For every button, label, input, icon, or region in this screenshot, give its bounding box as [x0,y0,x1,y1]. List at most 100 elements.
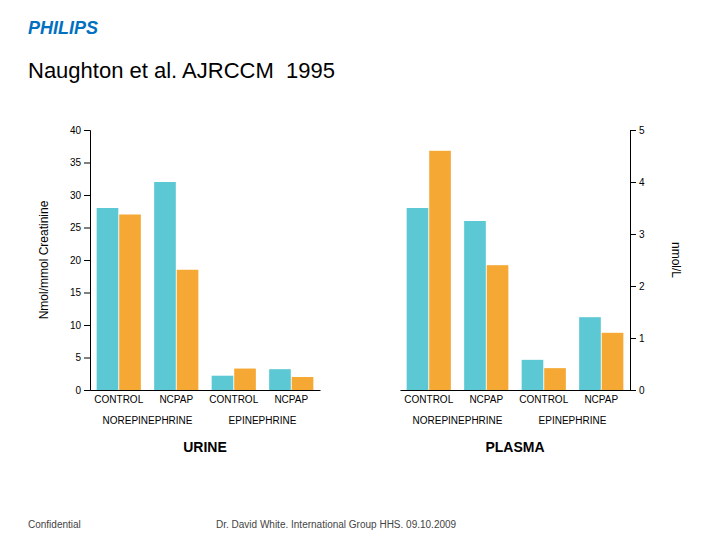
y-tick-label: 3 [639,229,645,240]
x-tick: NCPAP [274,390,308,405]
footer-text: Confidential [28,519,81,530]
y-tick: 3 [630,229,645,240]
bar [579,317,601,390]
y-tick-label: 25 [70,222,82,233]
group-label: NOREPINEPHRINE [412,415,502,426]
y-tick: 5 [630,125,645,136]
y-tick: 4 [630,177,645,188]
y-tick-mark [630,390,636,391]
y-tick-mark [84,228,90,229]
y-tick: 10 [70,320,90,331]
x-tick-label: CONTROL [519,394,568,405]
bar [602,333,624,390]
y-axis: 0 1 2 3 4 5 [630,125,645,396]
y-tick: 5 [75,352,90,363]
y-tick-mark [84,195,90,196]
y-axis-title: Nmol/mmol Creatinine [37,200,51,319]
y-tick-mark [630,182,636,183]
y-tick-label: 15 [70,287,82,298]
x-tick: NCPAP [584,390,618,405]
x-tick: NCPAP [469,390,503,405]
x-axis-line [91,390,321,391]
figure: PHILIPS Naughton et al. AJRCCM 1995 Confid… [0,0,720,540]
x-axis: CONTROL NCPAP CONTROL NCPAP [91,390,321,405]
chart: CONTROL NCPAP CONTROL NCPAP 0 1 2 3 4 5 NOREPINEPH… [401,125,684,455]
y-tick-label: 10 [70,320,82,331]
bar [464,221,486,390]
y-tick: 25 [70,222,90,233]
y-tick-mark [84,130,90,131]
y-tick-mark [630,338,636,339]
x-tick: NCPAP [159,390,193,405]
bars [97,182,314,390]
y-tick-label: 40 [70,125,82,136]
x-tick-label: CONTROL [404,394,453,405]
x-tick-label: CONTROL [94,394,143,405]
x-tick: CONTROL [519,390,568,405]
y-tick-label: 0 [639,385,645,396]
y-tick-label: 1 [639,333,645,344]
x-tick: CONTROL [404,390,453,405]
x-tick: CONTROL [94,390,143,405]
y-tick-mark [84,163,90,164]
bar [292,377,314,390]
x-tick-label: NCPAP [469,394,503,405]
x-axis-title: URINE [183,439,227,455]
y-tick-label: 2 [639,281,645,292]
y-tick: 1 [630,333,645,344]
y-tick-mark [84,293,90,294]
y-tick-label: 35 [70,157,82,168]
x-tick-label: CONTROL [209,394,258,405]
x-tick-label: NCPAP [584,394,618,405]
bar [544,368,566,390]
bar [487,265,509,390]
x-tick: CONTROL [209,390,258,405]
x-tick-label: NCPAP [159,394,193,405]
title: Naughton et al. AJRCCM 1995 [28,58,335,83]
y-tick-label: 0 [75,385,81,396]
group-label: NOREPINEPHRINE [102,415,192,426]
y-tick-label: 5 [75,352,81,363]
y-tick-mark [630,286,636,287]
y-tick-mark [84,325,90,326]
y-axis-title: nmol/L [669,242,683,278]
y-tick-mark [630,130,636,131]
bar [212,376,234,390]
bar [522,360,544,390]
x-axis: CONTROL NCPAP CONTROL NCPAP [401,390,631,405]
y-tick-label: 20 [70,255,82,266]
y-tick-mark [84,358,90,359]
bar [154,182,176,390]
y-tick: 30 [70,190,90,201]
y-tick: 0 [630,385,645,396]
y-tick-mark [84,260,90,261]
bar [119,215,141,391]
x-axis-line [401,390,631,391]
chart: CONTROL NCPAP CONTROL NCPAP 0 5 10 15 20 25 30 35 40… [37,125,321,455]
group-label: EPINEPHRINE [229,415,297,426]
y-tick-mark [630,234,636,235]
footer-text: Dr. David White. International Group HHS… [216,519,457,530]
bar [429,151,451,390]
y-tick: 20 [70,255,90,266]
y-tick-mark [84,390,90,391]
y-axis-line [84,131,91,391]
logo: PHILIPS [28,18,98,38]
y-tick: 40 [70,125,90,136]
x-axis-title: PLASMA [485,439,544,455]
y-axis-line [631,131,637,391]
y-tick-label: 30 [70,190,82,201]
y-tick: 15 [70,287,90,298]
y-tick-label: 4 [639,177,645,188]
bar [269,369,291,390]
x-tick-label: NCPAP [274,394,308,405]
y-tick: 2 [630,281,645,292]
group-label: EPINEPHRINE [539,415,607,426]
y-axis: 0 5 10 15 20 25 30 35 40 [70,125,91,396]
bar [97,208,119,390]
y-tick: 0 [75,385,90,396]
y-tick: 35 [70,157,90,168]
y-tick-label: 5 [639,125,645,136]
bars [407,151,624,390]
bar [234,369,256,390]
